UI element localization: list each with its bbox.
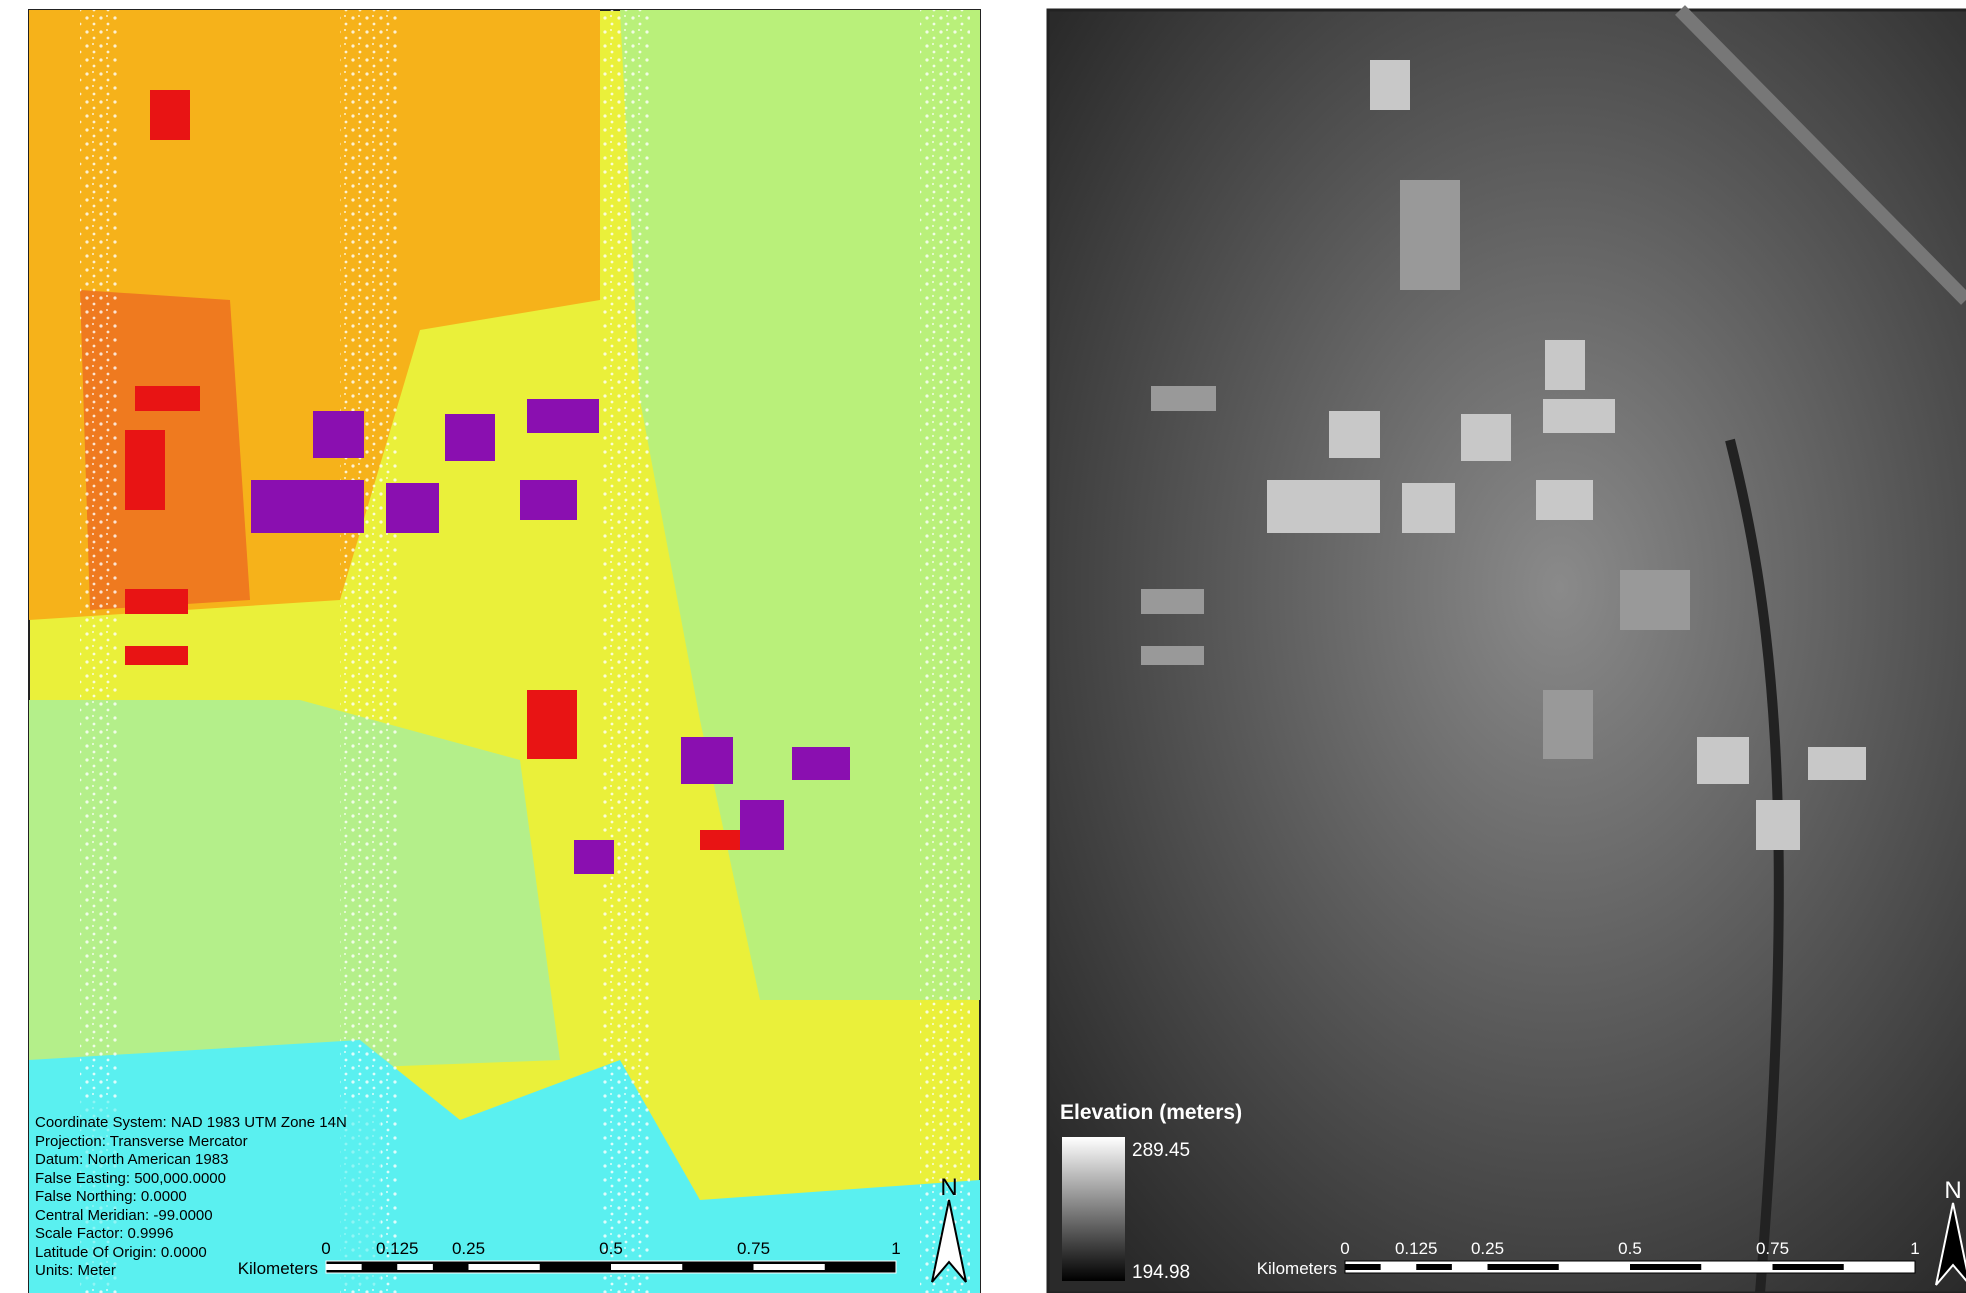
north-label: N [940, 1174, 957, 1201]
scale-bar-segment [1630, 1264, 1701, 1270]
scale-bar-label: 0.125 [1395, 1239, 1438, 1258]
scale-bar-label: 0.75 [1756, 1239, 1789, 1258]
scale-bar-segment [1773, 1264, 1844, 1270]
scale-bar-label: 0.5 [1618, 1239, 1642, 1258]
scale-bar-label: 1 [1910, 1239, 1919, 1258]
legend-max: 289.45 [1132, 1140, 1190, 1161]
scale-bar-segment [1416, 1264, 1452, 1270]
scale-bar-label: 0.25 [452, 1239, 485, 1258]
scale-bar-unit: Kilometers [1257, 1259, 1337, 1278]
scale-bar-label: 1 [891, 1239, 900, 1258]
scale-bar-segment [754, 1264, 825, 1270]
maps: Coordinate System: NAD 1983 UTM Zone 14N… [0, 0, 1966, 1293]
scale-bar-segment [611, 1264, 682, 1270]
legend-title: Elevation (meters) [1060, 1101, 1242, 1124]
metadata-line: False Easting: 500,000.0000 [35, 1170, 226, 1187]
legend-min: 194.98 [1132, 1262, 1190, 1283]
scale-bar-label: 0.75 [737, 1239, 770, 1258]
scale-bar-unit: Kilometers [238, 1259, 318, 1278]
metadata-line: False Northing: 0.0000 [35, 1188, 187, 1205]
metadata-line: Coordinate System: NAD 1983 UTM Zone 14N [35, 1114, 347, 1131]
scale-bar-label: 0.125 [376, 1239, 419, 1258]
scale-bar-segment [397, 1264, 433, 1270]
scale-bar-label: 0.5 [599, 1239, 623, 1258]
scale-bar-segment [469, 1264, 540, 1270]
scale-bar-segment [1488, 1264, 1559, 1270]
right-map: Elevation (meters) 289.45 194.98 0 0.125 0… [1048, 10, 1966, 1293]
page: {"left_map": { "metadata": ["Coordinate … [0, 0, 1966, 1293]
north-label: N [1944, 1177, 1961, 1204]
metadata-line: Latitude Of Origin: 0.0000 [35, 1244, 207, 1261]
scale-bar-segment [1345, 1264, 1381, 1270]
scale-bar-label: 0 [321, 1239, 330, 1258]
metadata-line: Datum: North American 1983 [35, 1151, 228, 1168]
metadata-line: Scale Factor: 0.9996 [35, 1225, 173, 1242]
scale-bar-label: 0 [1340, 1239, 1349, 1258]
scale-bar-segment [326, 1264, 362, 1270]
legend-ramp [1062, 1137, 1125, 1281]
metadata-line: Projection: Transverse Mercator [35, 1133, 248, 1150]
metadata-line: Central Meridian: -99.0000 [35, 1207, 213, 1224]
metadata-line: Units: Meter [35, 1262, 116, 1279]
left-map: Coordinate System: NAD 1983 UTM Zone 14N… [29, 10, 980, 1293]
scale-bar-label: 0.25 [1471, 1239, 1504, 1258]
